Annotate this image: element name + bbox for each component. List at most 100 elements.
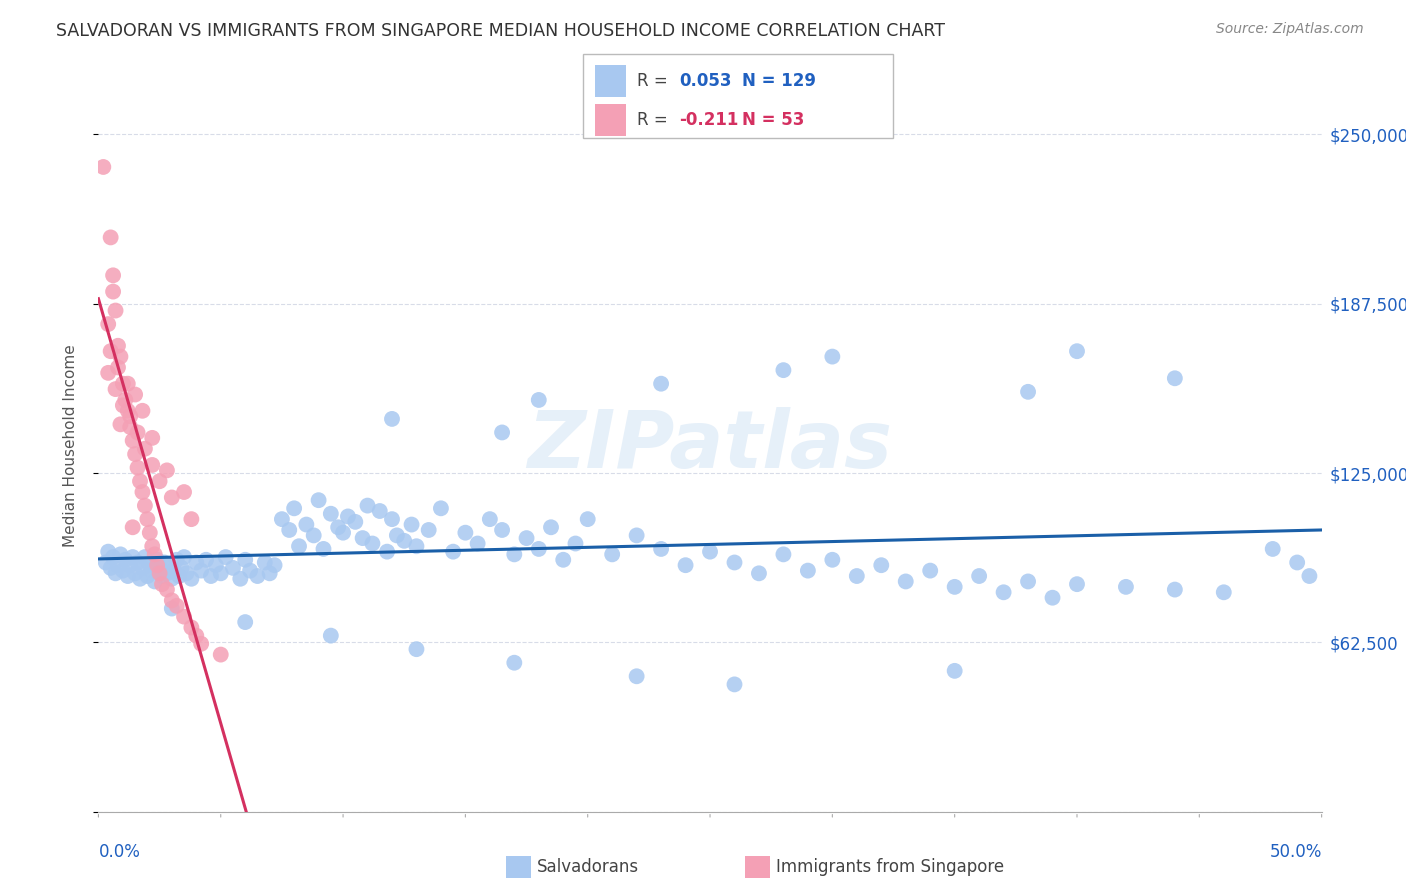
Point: [97, 317, 120, 331]
Point: [156, 566, 179, 581]
Point: [454, 525, 477, 540]
Point: [146, 558, 169, 573]
Point: [139, 558, 162, 573]
Point: [943, 664, 966, 678]
Point: [920, 564, 942, 578]
Point: [515, 531, 537, 545]
Point: [160, 572, 183, 586]
Point: [1164, 582, 1187, 597]
Point: [104, 303, 127, 318]
Text: Immigrants from Singapore: Immigrants from Singapore: [776, 858, 1004, 876]
Point: [1017, 574, 1039, 589]
Point: [1066, 344, 1088, 359]
Point: [392, 533, 416, 548]
Point: [503, 547, 526, 561]
Point: [107, 339, 129, 353]
Point: [104, 566, 127, 581]
Point: [527, 392, 550, 407]
Point: [441, 544, 464, 558]
Point: [723, 677, 745, 691]
Point: [117, 376, 139, 391]
Point: [143, 547, 166, 561]
Point: [209, 648, 232, 662]
Point: [209, 566, 232, 581]
Point: [141, 431, 163, 445]
Point: [675, 558, 697, 573]
Point: [626, 669, 648, 683]
Point: [491, 523, 513, 537]
Point: [1017, 384, 1039, 399]
Point: [576, 512, 599, 526]
Point: [821, 553, 844, 567]
Point: [129, 474, 152, 488]
Point: [160, 491, 183, 505]
Point: [478, 512, 501, 526]
Point: [160, 593, 183, 607]
Point: [401, 517, 423, 532]
Point: [772, 547, 794, 561]
Point: [1164, 371, 1187, 385]
Point: [101, 268, 124, 283]
Point: [229, 572, 252, 586]
Point: [156, 463, 179, 477]
Text: N = 53: N = 53: [742, 111, 804, 128]
Text: ZIPatlas: ZIPatlas: [527, 407, 893, 485]
Point: [166, 599, 188, 613]
Point: [246, 569, 269, 583]
Point: [328, 520, 350, 534]
Point: [150, 569, 173, 583]
Text: -0.211: -0.211: [679, 111, 738, 128]
Point: [117, 569, 139, 583]
Point: [100, 230, 122, 244]
Point: [97, 544, 120, 558]
Point: [139, 525, 162, 540]
Point: [190, 637, 212, 651]
Point: [101, 550, 124, 565]
Point: [111, 398, 134, 412]
Point: [821, 350, 844, 364]
Point: [100, 561, 122, 575]
Point: [332, 525, 354, 540]
Point: [97, 366, 120, 380]
Point: [845, 569, 868, 583]
Point: [100, 344, 122, 359]
Point: [186, 629, 208, 643]
Point: [1298, 569, 1320, 583]
Y-axis label: Median Household Income: Median Household Income: [63, 344, 77, 548]
Point: [263, 558, 285, 573]
Text: SALVADORAN VS IMMIGRANTS FROM SINGAPORE MEDIAN HOUSEHOLD INCOME CORRELATION CHAR: SALVADORAN VS IMMIGRANTS FROM SINGAPORE …: [56, 22, 945, 40]
Text: R =: R =: [637, 111, 673, 128]
Point: [124, 447, 146, 461]
Point: [117, 404, 139, 418]
Point: [129, 572, 152, 586]
Point: [312, 541, 335, 556]
Point: [723, 556, 745, 570]
Point: [107, 558, 129, 573]
Point: [149, 561, 172, 575]
Point: [141, 458, 163, 472]
Point: [967, 569, 990, 583]
Point: [527, 541, 550, 556]
Point: [107, 360, 129, 375]
Point: [381, 412, 404, 426]
Point: [114, 392, 136, 407]
Point: [222, 561, 245, 575]
Point: [134, 499, 156, 513]
Point: [1115, 580, 1137, 594]
Text: 50.0%: 50.0%: [1270, 843, 1322, 861]
Point: [146, 553, 169, 567]
Text: 0.053: 0.053: [679, 71, 731, 89]
Point: [233, 615, 256, 629]
Point: [101, 285, 124, 299]
Point: [368, 504, 391, 518]
Point: [650, 541, 672, 556]
Point: [344, 515, 367, 529]
Point: [626, 528, 648, 542]
Point: [136, 569, 159, 583]
Point: [491, 425, 513, 440]
Point: [156, 582, 179, 597]
Point: [131, 561, 153, 575]
Point: [121, 434, 143, 448]
Text: N = 129: N = 129: [742, 71, 817, 89]
Point: [143, 574, 166, 589]
